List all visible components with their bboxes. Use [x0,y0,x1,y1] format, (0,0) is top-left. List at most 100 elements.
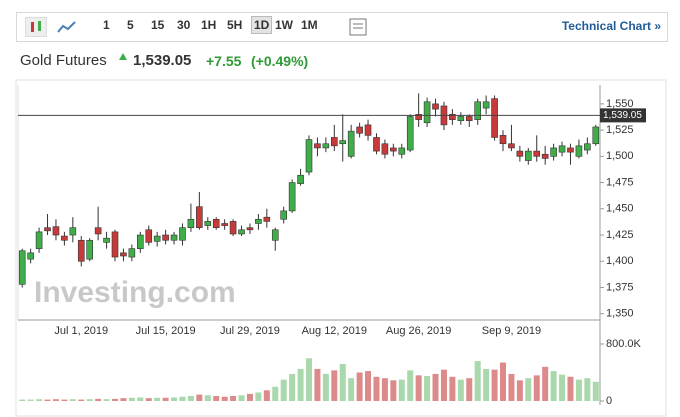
volume-bar [154,397,161,401]
volume-bar [432,373,439,401]
interval-button[interactable]: 1H [201,18,217,32]
volume-bar [112,398,118,401]
candle-body [508,143,515,149]
candle-body [18,250,26,285]
interval-button[interactable]: 1W [275,18,293,32]
settings-icon[interactable] [349,18,367,36]
toolbar: 1 5 15 30 1H 5H 1D 1W 1M Technical Chart » [16,12,668,42]
candle-body [69,227,77,236]
candle-body [280,210,287,220]
interval-button[interactable]: 5H [227,18,243,32]
volume-bar [584,378,591,401]
candle-body [120,252,127,257]
volume-bar [474,361,481,401]
volume-bar [331,370,338,401]
volume-bar [415,375,422,401]
volume-bar [230,396,237,401]
volume-bar [213,396,220,401]
candle-body [533,150,541,157]
y-tick-label: 1,375 [606,281,634,293]
watermark: Investing.com [34,276,236,309]
interval-button[interactable]: 15 [151,18,165,32]
volume-bar [246,393,253,401]
candle-body [558,145,566,153]
volume-bar [221,396,228,401]
instrument-name: Gold Futures [20,52,107,69]
volume-bar [516,380,523,401]
volume-bar [373,376,380,401]
candle-body [584,143,591,151]
candle-body [415,114,422,120]
candle-body [339,140,347,145]
volume-bar [171,397,178,401]
volume-bar [103,399,110,401]
candle-body [322,143,330,149]
interval-button[interactable]: 30 [177,18,191,32]
volume-bar [19,399,26,401]
y-tick-label: 1,525 [606,124,634,136]
up-arrow [119,53,127,60]
last-price-box [600,108,646,123]
volume-bar [483,368,490,401]
candle-body [238,229,245,235]
candle-body [187,218,195,228]
volume-bar [508,373,515,401]
x-tick-label: Aug 26, 2019 [386,325,451,337]
candle-body [52,226,60,236]
candle-body [128,248,136,258]
candle-body [35,231,43,249]
chart-frame [15,79,667,417]
candle-body [432,103,439,110]
candle-body [406,116,414,151]
candle-body [331,137,338,147]
candle-body [145,229,153,243]
volume-bar [322,373,329,401]
y-tick-label: 1,425 [606,229,634,241]
volume-bar [289,373,296,401]
candle-body [170,234,178,241]
candle-body [212,218,220,228]
volume-bar [356,372,363,401]
volume-bar [567,376,574,401]
candle-body [499,135,507,145]
candle-body [465,116,473,121]
interval-button[interactable]: 1D [251,16,273,34]
interval-button[interactable]: 1 [103,18,110,32]
volume-bar [272,386,279,401]
y-tick-label: 1,475 [606,176,634,188]
volume-bar [390,380,397,401]
candle-body [246,227,254,231]
volume-bar [162,397,169,401]
candle-body [356,126,363,134]
candle-body [103,237,110,243]
volume-bar [466,378,473,401]
volume-bar [44,399,51,401]
candle-body [474,101,481,120]
candle-body [179,227,186,241]
interval-button[interactable]: 1M [301,18,318,32]
candle-body [94,227,102,235]
volume-bar [348,378,355,401]
candle-body [44,227,51,232]
volume-bar [550,371,557,401]
candle-body [204,221,212,226]
candle-body [27,252,34,260]
volume-bar [27,399,34,401]
volume-bar [381,378,388,401]
candle-body [575,145,583,157]
x-tick-label: Sep 9, 2019 [482,325,541,337]
candle-body [111,231,119,258]
candle-body [373,137,380,152]
candle-body [525,150,532,161]
line-icon[interactable] [57,20,77,34]
volume-bar [449,376,456,401]
change-pct: (+0.49%) [251,53,309,69]
technical-chart-link[interactable]: Technical Chart » [561,19,661,33]
candle-body [263,216,271,222]
candle-body [398,147,406,155]
candle-body [221,223,228,226]
volume-bar [297,368,304,401]
interval-button[interactable]: 5 [127,18,134,32]
candle-icon[interactable] [25,17,47,37]
